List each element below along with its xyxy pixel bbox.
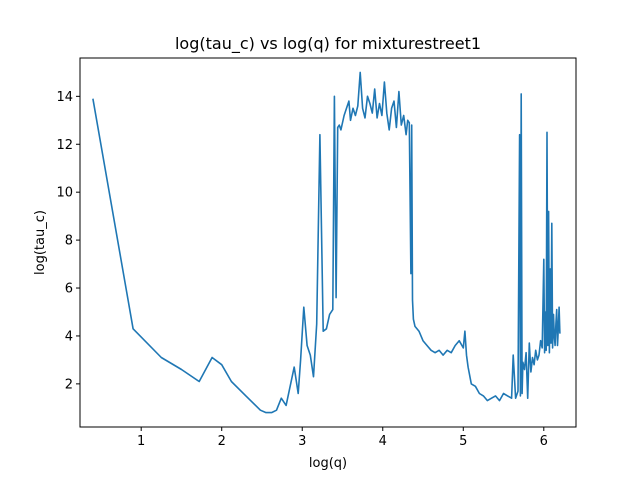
x-tick-label: 6 [540, 434, 548, 449]
series-line [92, 71, 561, 414]
x-tick-label: 2 [218, 434, 226, 449]
y-tick-label: 14 [56, 90, 73, 105]
x-tick-label: 5 [459, 434, 467, 449]
x-axis-label: log(q) [309, 456, 347, 471]
x-tick-label: 4 [379, 434, 387, 449]
y-tick-label: 12 [56, 138, 73, 153]
y-tick-label: 4 [65, 329, 73, 344]
x-tick-label: 3 [298, 434, 306, 449]
y-tick-label: 2 [65, 377, 73, 392]
y-tick-label: 10 [56, 186, 73, 201]
y-tick-label: 8 [65, 234, 73, 249]
chart-title: log(tau_c) vs log(q) for mixturestreet1 [175, 34, 481, 54]
x-axis-ticks: 1 2 3 4 5 6 [137, 427, 548, 449]
y-tick-label: 6 [65, 282, 73, 297]
series-layer [92, 71, 561, 414]
plot-area-frame [79, 57, 577, 428]
y-axis-label: log(tau_c) [33, 210, 48, 275]
x-tick-label: 1 [137, 434, 145, 449]
y-axis-ticks: 2 4 6 8 10 12 14 [56, 90, 80, 392]
